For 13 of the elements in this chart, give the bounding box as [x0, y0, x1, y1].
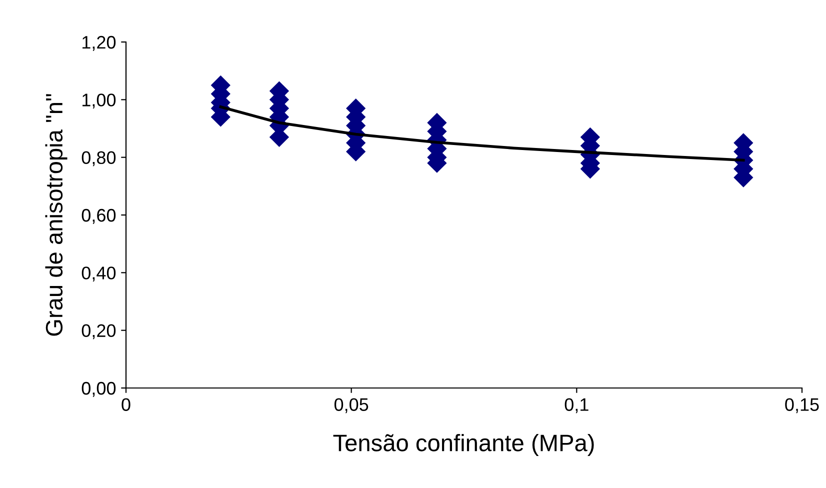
y-tick-label: 0,20 — [82, 324, 116, 340]
y-tick-label: 1,00 — [82, 94, 116, 109]
y-tick-label: 0,40 — [82, 266, 116, 282]
x-tick-label: 0,05 — [334, 398, 368, 414]
x-tick-label: 0,1 — [564, 398, 588, 414]
x-axis-title: Tensão confinante (MPa) — [333, 434, 594, 456]
y-tick-label: 0,00 — [82, 382, 116, 397]
y-tick-label: 1,20 — [82, 36, 116, 51]
y-axis-title: Grau de anisotropia "n" — [45, 94, 68, 336]
x-tick-label: 0 — [122, 398, 130, 411]
x-tick-label: 0,15 — [785, 398, 819, 414]
y-tick-label: 0,80 — [82, 151, 116, 166]
y-tick-label: 0,60 — [82, 208, 116, 224]
